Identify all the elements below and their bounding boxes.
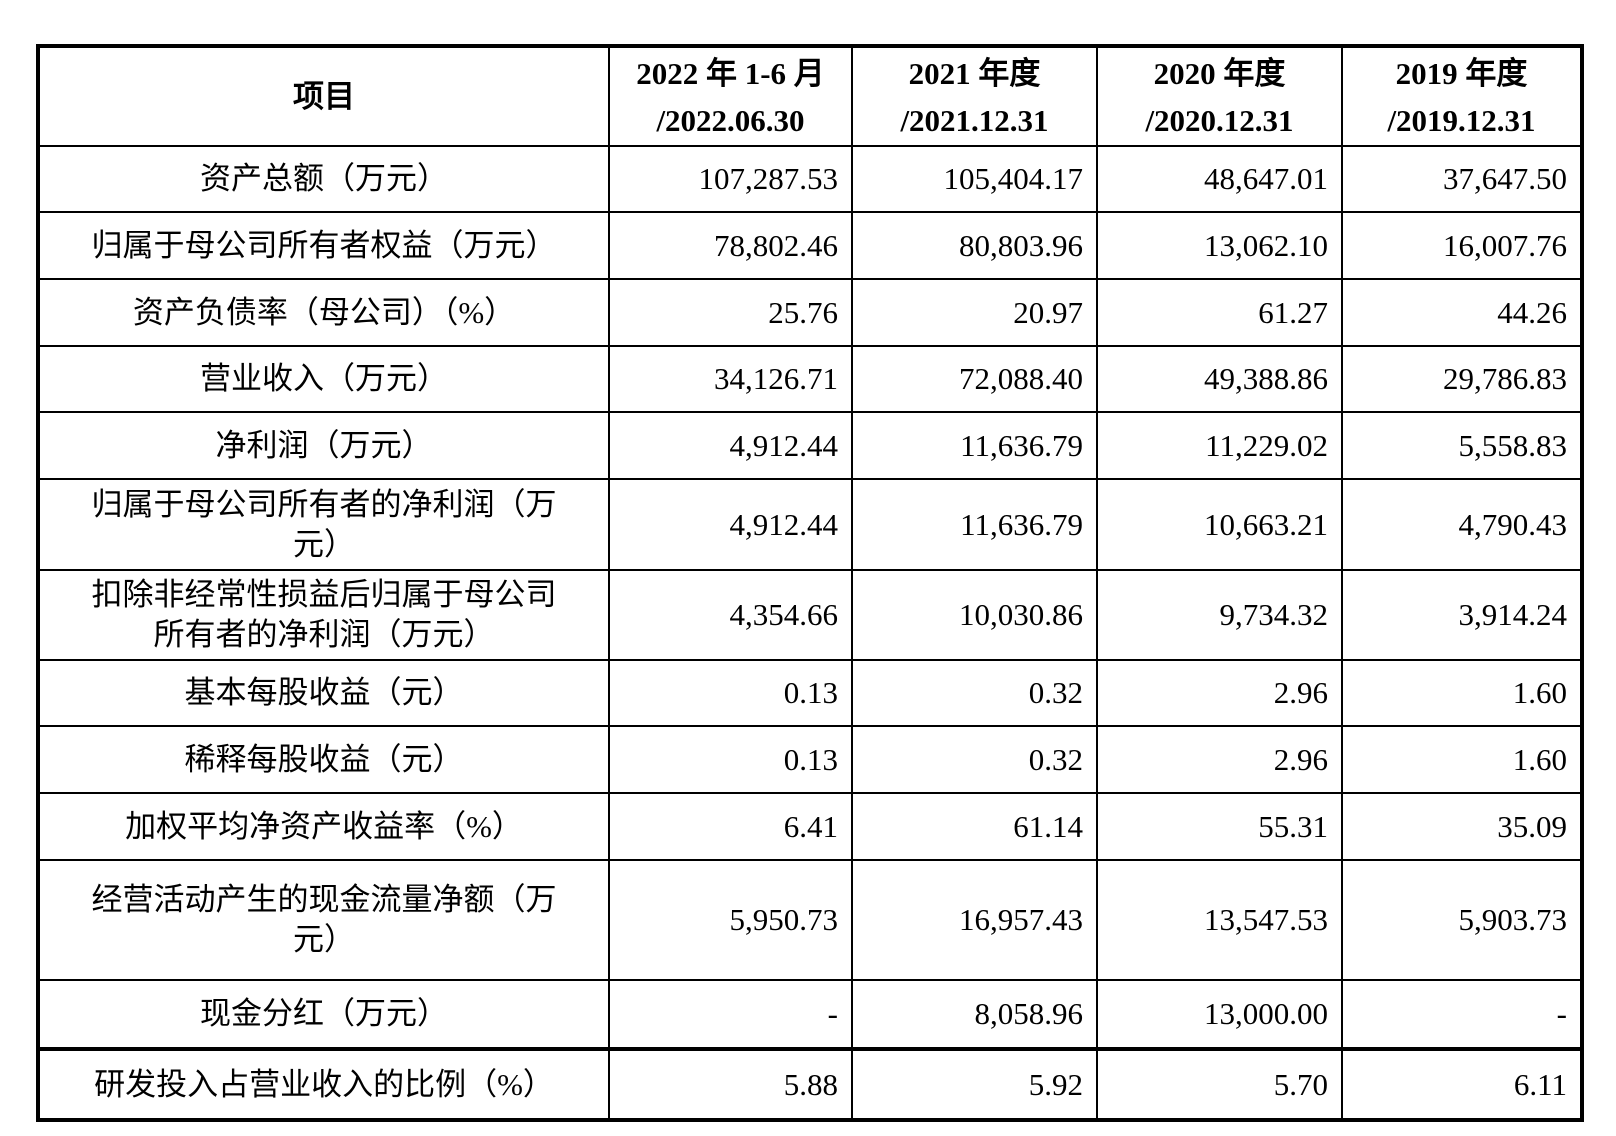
- cell-value: 48,647.01: [1096, 145, 1343, 213]
- cell-value: 0.13: [608, 659, 853, 727]
- cell-value: 16,007.76: [1341, 211, 1583, 280]
- cell-value: 55.31: [1096, 792, 1343, 861]
- column-header-period-2021: 2021 年度 /2021.12.31: [851, 45, 1098, 147]
- row-label: 研发投入占营业收入的比例（%）: [37, 1047, 610, 1121]
- cell-value: 11,636.79: [851, 478, 1098, 571]
- cell-value: 4,912.44: [608, 478, 853, 571]
- cell-value: 5.70: [1096, 1047, 1343, 1121]
- cell-value: 13,062.10: [1096, 211, 1343, 280]
- row-label: 稀释每股收益（元）: [37, 725, 610, 794]
- cell-value: 1.60: [1341, 725, 1583, 794]
- table-row: 营业收入（万元） 34,126.71 72,088.40 49,388.86 29,78…: [37, 345, 1583, 413]
- cell-value: 16,957.43: [851, 859, 1098, 981]
- cell-value: 20.97: [851, 278, 1098, 347]
- cell-value: 78,802.46: [608, 211, 853, 280]
- table-row: 现金分红（万元） -8,058.96 13,000.00-: [37, 979, 1583, 1050]
- column-header-period-2019: 2019 年度 /2019.12.31: [1341, 45, 1583, 147]
- table-row: 加权平均净资产收益率（%） 6.41 61.14 55.31 35.09: [37, 792, 1583, 861]
- table-row: 稀释每股收益（元） 0.13 0.32 2.96 1.60: [37, 725, 1583, 794]
- row-label: 资产负债率（母公司）（%）: [37, 278, 610, 347]
- header-row: 项目 2022 年 1-6 月 /2022.06.30 2021 年度 /202…: [37, 45, 1583, 147]
- row-label: 扣除非经常性损益后归属于母公司 所有者的净利润（万元）: [37, 569, 610, 661]
- table-row: 归属于母公司所有者的净利润（万 元） 4,912.44 11,636.79 10,66…: [37, 478, 1583, 571]
- cell-value: 107,287.53: [608, 145, 853, 213]
- cell-value: 0.13: [608, 725, 853, 794]
- cell-value: 11,229.02: [1096, 411, 1343, 480]
- cell-value: -: [608, 979, 853, 1050]
- cell-value: -: [1341, 979, 1583, 1050]
- cell-value: 5.92: [851, 1047, 1098, 1121]
- cell-value: 34,126.71: [608, 345, 853, 413]
- cell-value: 2.96: [1096, 659, 1343, 727]
- cell-value: 5.88: [608, 1047, 853, 1121]
- cell-value: 4,912.44: [608, 411, 853, 480]
- cell-value: 49,388.86: [1096, 345, 1343, 413]
- cell-value: 13,000.00: [1096, 979, 1343, 1050]
- column-header-item: 项目: [37, 45, 610, 147]
- table-row: 净利润（万元） 4,912.44 11,636.79 11,229.02 5,558.8…: [37, 411, 1583, 480]
- row-label: 基本每股收益（元）: [37, 659, 610, 727]
- table-row: 研发投入占营业收入的比例（%） 5.88 5.92 5.70 6.11: [37, 1047, 1583, 1121]
- table-row: 归属于母公司所有者权益（万元） 78,802.46 80,803.96 13,062.…: [37, 211, 1583, 280]
- cell-value: 44.26: [1341, 278, 1583, 347]
- cell-value: 10,030.86: [851, 569, 1098, 661]
- cell-value: 4,354.66: [608, 569, 853, 661]
- cell-value: 3,914.24: [1341, 569, 1583, 661]
- cell-value: 9,734.32: [1096, 569, 1343, 661]
- cell-value: 10,663.21: [1096, 478, 1343, 571]
- cell-value: 5,950.73: [608, 859, 853, 981]
- row-label: 归属于母公司所有者的净利润（万 元）: [37, 478, 610, 571]
- cell-value: 5,558.83: [1341, 411, 1583, 480]
- row-label: 营业收入（万元）: [37, 345, 610, 413]
- column-header-period-2020: 2020 年度 /2020.12.31: [1096, 45, 1343, 147]
- row-label: 归属于母公司所有者权益（万元）: [37, 211, 610, 280]
- row-label: 资产总额（万元）: [37, 145, 610, 213]
- cell-value: 11,636.79: [851, 411, 1098, 480]
- table-row: 资产总额（万元） 107,287.53 105,404.17 48,647.01 37,…: [37, 145, 1583, 213]
- cell-value: 25.76: [608, 278, 853, 347]
- cell-value: 61.27: [1096, 278, 1343, 347]
- cell-value: 8,058.96: [851, 979, 1098, 1050]
- cell-value: 1.60: [1341, 659, 1583, 727]
- cell-value: 4,790.43: [1341, 478, 1583, 571]
- row-label: 加权平均净资产收益率（%）: [37, 792, 610, 861]
- column-header-period-2022: 2022 年 1-6 月 /2022.06.30: [608, 45, 853, 147]
- cell-value: 6.41: [608, 792, 853, 861]
- financial-summary-table: 项目 2022 年 1-6 月 /2022.06.30 2021 年度 /202…: [36, 44, 1584, 1122]
- table-row: 资产负债率（母公司）（%） 25.76 20.97 61.27 44.26: [37, 278, 1583, 347]
- row-label: 净利润（万元）: [37, 411, 610, 480]
- table-row: 基本每股收益（元） 0.13 0.32 2.96 1.60: [37, 659, 1583, 727]
- cell-value: 72,088.40: [851, 345, 1098, 413]
- cell-value: 5,903.73: [1341, 859, 1583, 981]
- cell-value: 13,547.53: [1096, 859, 1343, 981]
- row-label: 现金分红（万元）: [37, 979, 610, 1050]
- cell-value: 80,803.96: [851, 211, 1098, 280]
- cell-value: 0.32: [851, 725, 1098, 794]
- row-label: 经营活动产生的现金流量净额（万 元）: [37, 859, 610, 981]
- cell-value: 6.11: [1341, 1047, 1583, 1121]
- table-row: 扣除非经常性损益后归属于母公司 所有者的净利润（万元） 4,354.66 10,03…: [37, 569, 1583, 661]
- cell-value: 2.96: [1096, 725, 1343, 794]
- cell-value: 105,404.17: [851, 145, 1098, 213]
- table-row: 经营活动产生的现金流量净额（万 元） 5,950.73 16,957.43 13,54…: [37, 859, 1583, 981]
- cell-value: 0.32: [851, 659, 1098, 727]
- cell-value: 29,786.83: [1341, 345, 1583, 413]
- cell-value: 37,647.50: [1341, 145, 1583, 213]
- cell-value: 35.09: [1341, 792, 1583, 861]
- cell-value: 61.14: [851, 792, 1098, 861]
